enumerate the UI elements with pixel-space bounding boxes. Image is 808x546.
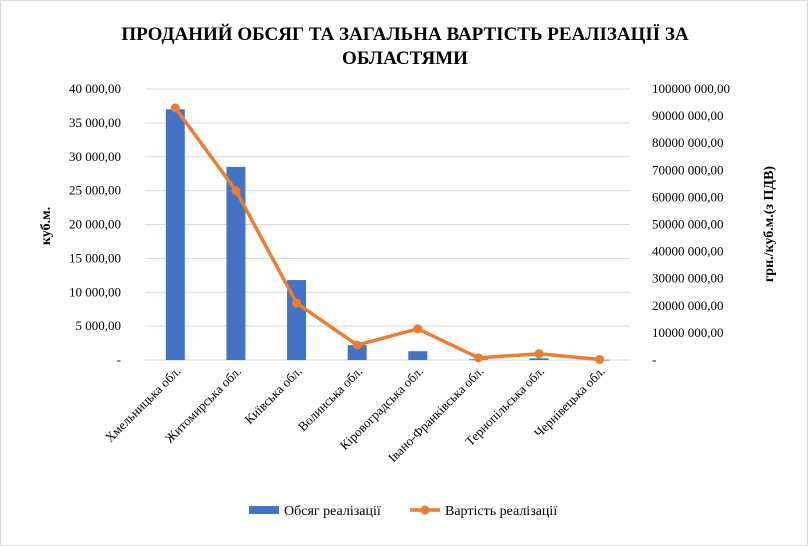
left-axis-tick-label: 40 000,00 — [69, 81, 121, 96]
line-point — [352, 340, 362, 350]
line-point — [292, 298, 302, 308]
right-axis-tick-label: - — [652, 352, 656, 367]
bar — [529, 358, 549, 360]
series-line — [173, 106, 600, 362]
left-axis-tick-label: - — [117, 352, 121, 367]
right-axis-tick-label: 100000 000,00 — [652, 81, 730, 96]
line-point — [473, 353, 483, 363]
legend-swatch-bar — [249, 506, 279, 514]
right-axis-tick-label: 40000 000,00 — [652, 244, 724, 259]
right-axis-tick-label: 90000 000,00 — [652, 108, 724, 123]
bar — [408, 351, 428, 360]
line-point — [595, 354, 605, 364]
bar — [347, 345, 367, 360]
line-point — [534, 349, 544, 359]
left-axis-title: куб.м. — [39, 207, 54, 245]
line-point — [170, 103, 180, 113]
line-point — [231, 186, 241, 196]
left-axis-tick-label: 10 000,00 — [69, 284, 121, 299]
right-axis-tick-label: 80000 000,00 — [652, 135, 724, 150]
category-label: Київська обл. — [241, 364, 304, 427]
right-axis-tick-label: 70000 000,00 — [652, 162, 724, 177]
chart-title-line-2: ОБЛАСТЯМИ — [342, 48, 468, 69]
legend-label-bar: Обсяг реалізації — [284, 504, 381, 519]
chart-title-line-1: ПРОДАНИЙ ОБСЯГ ТА ЗАГАЛЬНА ВАРТІСТЬ РЕАЛ… — [121, 24, 689, 45]
left-axis-tick-label: 35 000,00 — [69, 115, 121, 130]
bar — [226, 166, 246, 360]
left-axis-tick-label: 20 000,00 — [69, 217, 121, 232]
legend-swatch-marker — [420, 505, 430, 515]
legend-label-line: Вартість реалізації — [445, 504, 557, 519]
right-axis-title: грн./куб.м.(з ПДВ) — [762, 166, 777, 282]
left-axis-tick-label: 5 000,00 — [76, 318, 122, 333]
left-axis-tick-label: 15 000,00 — [69, 250, 121, 265]
left-axis-tick-label: 25 000,00 — [69, 183, 121, 198]
right-axis-tick-label: 30000 000,00 — [652, 271, 724, 286]
right-axis-tick-label: 50000 000,00 — [652, 217, 724, 232]
right-axis-tick-label: 60000 000,00 — [652, 189, 724, 204]
line-point — [413, 324, 423, 334]
left-axis-tick-label: 30 000,00 — [69, 149, 121, 164]
bar — [165, 109, 185, 360]
right-axis-tick-label: 10000 000,00 — [652, 325, 724, 340]
right-axis-tick-label: 20000 000,00 — [652, 298, 724, 313]
bar — [287, 280, 307, 360]
